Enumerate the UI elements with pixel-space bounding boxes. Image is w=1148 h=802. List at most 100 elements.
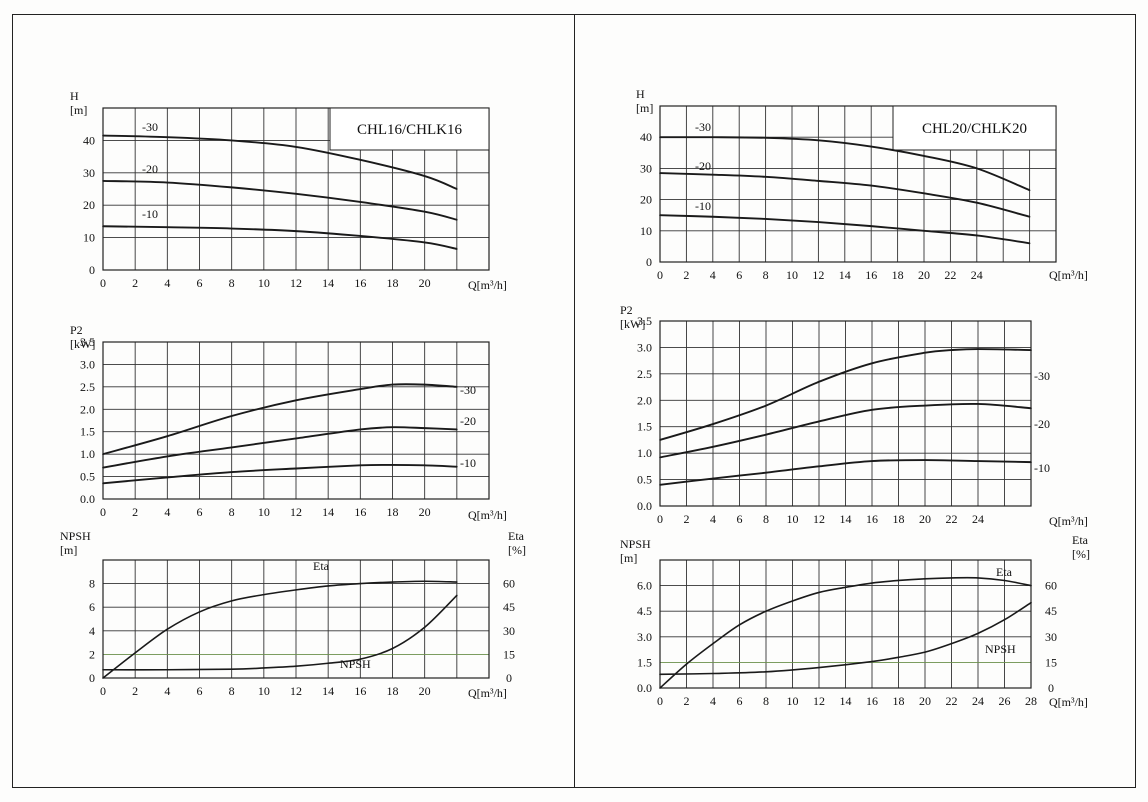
x-tick-label: 4 (710, 268, 716, 282)
y-tick-label: 2.0 (80, 402, 95, 416)
data-point (764, 176, 767, 178)
y-axis-unit: [m] (60, 543, 77, 557)
data-point (102, 180, 104, 182)
x-tick-label: 26 (999, 694, 1011, 708)
data-point (712, 173, 714, 176)
y2-axis-label: Eta (508, 529, 525, 543)
data-point (423, 241, 426, 244)
data-point (871, 660, 873, 663)
y-tick-label: 3.0 (80, 357, 95, 371)
data-point (659, 484, 661, 486)
x-tick-label: 0 (100, 276, 106, 290)
y-axis-unit: [m] (620, 551, 637, 565)
data-point (391, 383, 394, 386)
data-point (659, 136, 661, 138)
data-point (1003, 618, 1006, 621)
x-tick-label: 8 (763, 694, 769, 708)
y-tick-label: 10 (640, 224, 652, 238)
chart-title-box (892, 105, 1057, 151)
data-point (166, 181, 169, 184)
data-point (295, 399, 297, 402)
data-point (295, 146, 297, 148)
data-point (924, 404, 926, 407)
y-axis-label: P2 (620, 303, 633, 317)
series-label: -10 (142, 207, 158, 221)
y-tick-label: 0.0 (637, 681, 652, 695)
data-point (712, 672, 714, 675)
x-tick-label: 6 (197, 276, 203, 290)
x-axis-label: Q[m³/h] (468, 508, 507, 522)
x-axis-label: Q[m³/h] (468, 686, 507, 700)
y2-tick-label: 15 (1045, 655, 1057, 669)
y-tick-label: 8 (89, 577, 95, 591)
data-point (166, 668, 169, 671)
data-point (102, 668, 104, 671)
x-tick-label: 8 (229, 276, 235, 290)
series-line (102, 594, 458, 671)
y-tick-label: 6.0 (637, 579, 652, 593)
data-point (456, 594, 458, 597)
series-label: -10 (460, 456, 476, 470)
data-point (230, 186, 233, 189)
x-tick-label: 10 (258, 684, 270, 698)
data-point (765, 433, 767, 436)
y-tick-label: 20 (640, 193, 652, 207)
series-line (102, 383, 457, 456)
x-tick-label: 0 (100, 505, 106, 519)
x-tick-label: 10 (787, 694, 799, 708)
plot-border (102, 107, 490, 271)
y2-tick-label: 15 (503, 647, 515, 661)
data-point (1003, 579, 1006, 582)
y-tick-label: 2.5 (637, 367, 652, 381)
data-point (295, 437, 297, 440)
x-tick-label: 24 (972, 512, 984, 526)
data-point (871, 409, 873, 411)
y-axis-label: P2 (70, 323, 83, 337)
series-line (102, 580, 457, 679)
y-tick-label: 30 (640, 161, 652, 175)
series-label: -10 (695, 199, 711, 213)
x-tick-label: 8 (763, 512, 769, 526)
y-axis-unit: [kW] (620, 317, 645, 331)
series-label: -20 (1034, 417, 1050, 431)
data-point (359, 582, 362, 585)
x-tick-label: 14 (322, 276, 334, 290)
y-tick-label: 3.5 (80, 335, 95, 349)
data-point (659, 439, 661, 441)
x-tick-label: 24 (972, 694, 984, 708)
x-tick-label: 0 (657, 512, 663, 526)
data-point (134, 652, 136, 654)
data-point (102, 677, 104, 679)
data-point (659, 673, 661, 676)
y2-tick-label: 60 (503, 577, 515, 591)
x-tick-label: 16 (865, 268, 877, 282)
data-point (391, 581, 394, 583)
data-point (456, 581, 458, 583)
data-point (976, 167, 978, 170)
plot-border (102, 559, 490, 679)
data-point (685, 663, 688, 665)
data-point (391, 426, 394, 429)
x-tick-label: 0 (657, 268, 663, 282)
data-point (230, 471, 233, 473)
x-tick-label: 2 (132, 276, 138, 290)
x-axis-label: Q[m³/h] (1049, 514, 1088, 528)
data-point (230, 415, 233, 417)
x-tick-label: 18 (893, 694, 905, 708)
y-tick-label: 10 (83, 231, 95, 245)
data-point (295, 193, 297, 195)
data-point (102, 225, 104, 228)
x-tick-label: 16 (354, 505, 366, 519)
data-point (818, 591, 820, 594)
y2-tick-label: 0 (1048, 681, 1054, 695)
data-point (712, 423, 714, 425)
data-point (1028, 242, 1031, 245)
x-tick-label: 12 (813, 512, 825, 526)
y-tick-label: 40 (83, 133, 95, 147)
y-tick-label: 4.5 (637, 604, 652, 618)
data-point (359, 428, 362, 431)
x-tick-label: 18 (892, 268, 904, 282)
x-tick-label: 12 (290, 505, 302, 519)
plot-border (659, 320, 1032, 507)
data-point (870, 184, 872, 187)
